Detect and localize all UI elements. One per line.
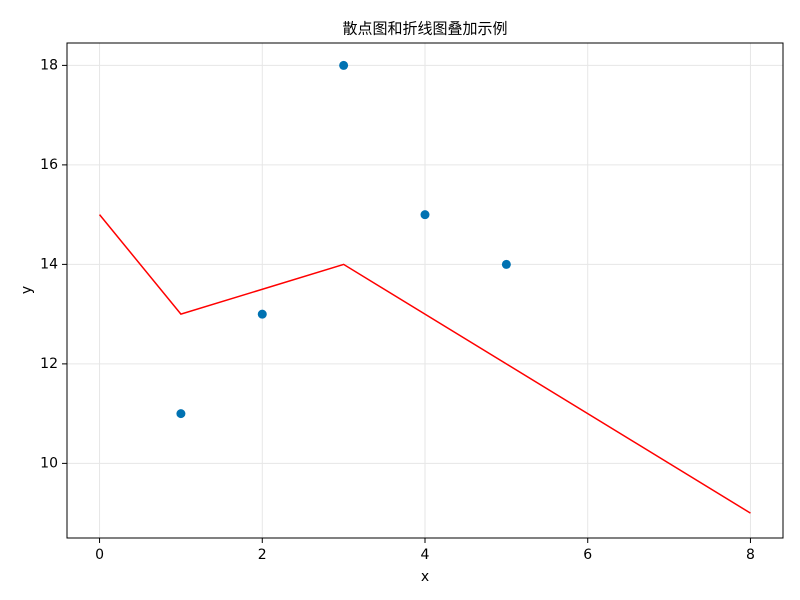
plot-frame — [66, 42, 784, 539]
scatter-point — [176, 409, 186, 419]
x-tick-label: 0 — [95, 547, 104, 563]
y-tick-label: 18 — [40, 57, 58, 73]
y-tick-label: 14 — [40, 256, 58, 272]
y-tick-label: 10 — [40, 455, 58, 471]
x-tick-label: 2 — [258, 547, 267, 563]
x-tick-label: 8 — [746, 547, 755, 563]
line-series — [98, 214, 751, 514]
x-tick-label: 6 — [583, 547, 592, 563]
scatter-point — [257, 309, 267, 319]
y-tick-label: 12 — [40, 356, 58, 372]
y-tick-label: 16 — [40, 157, 58, 173]
scatter-point — [501, 259, 511, 269]
y-axis-label: y — [19, 286, 35, 294]
chart-title: 散点图和折线图叠加示例 — [342, 20, 507, 38]
scatter-point — [420, 210, 430, 220]
x-axis-label: x — [421, 569, 429, 585]
scatter-point — [339, 60, 349, 70]
x-tick-label: 4 — [421, 547, 430, 563]
